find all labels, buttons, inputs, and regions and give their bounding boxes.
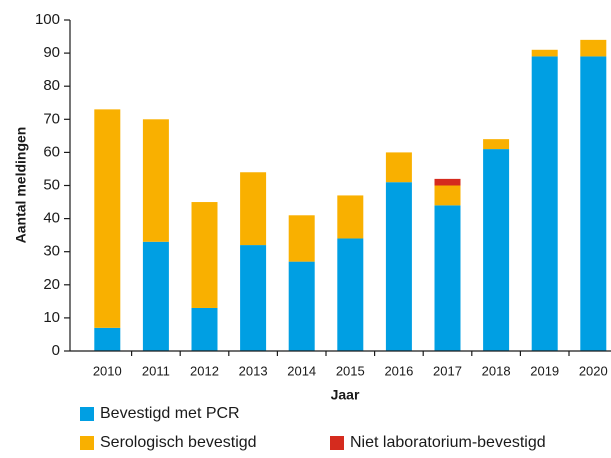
x-tick-label: 2013 <box>239 363 268 378</box>
y-tick-label: 20 <box>43 276 60 293</box>
x-tick-label: 2018 <box>482 363 511 378</box>
y-tick-label: 90 <box>43 44 60 61</box>
legend-swatch <box>80 436 94 450</box>
bar-segment <box>434 185 461 206</box>
bar-segment <box>337 195 364 239</box>
bar-segment <box>580 39 607 57</box>
bar-segment <box>483 139 510 150</box>
x-axis-label: Jaar <box>331 387 360 403</box>
bar-segment <box>580 56 607 351</box>
legend-label: Niet laboratorium-bevestigd <box>350 434 546 451</box>
bar-segment <box>385 152 412 183</box>
bar-segment <box>94 109 121 328</box>
bar-segment <box>434 205 461 351</box>
bar-segment <box>240 245 267 351</box>
bar-segment <box>337 238 364 351</box>
bar-segment <box>531 56 558 351</box>
y-tick-label: 60 <box>43 143 60 160</box>
x-tick-label: 2019 <box>530 363 559 378</box>
bar-segment <box>191 202 218 308</box>
x-tick-label: 2012 <box>190 363 219 378</box>
x-tick-label: 2014 <box>287 363 316 378</box>
bar-segment <box>191 307 218 351</box>
bar-segment <box>385 182 412 351</box>
bar-segment <box>142 119 169 242</box>
y-tick-label: 70 <box>43 110 60 127</box>
bar-segment <box>240 172 267 246</box>
x-tick-label: 2020 <box>579 363 608 378</box>
legend-swatch <box>330 436 344 450</box>
legend-label: Bevestigd met PCR <box>100 405 240 422</box>
y-tick-label: 100 <box>35 11 60 28</box>
legend-label: Serologisch bevestigd <box>100 434 257 451</box>
y-tick-label: 80 <box>43 77 60 94</box>
y-tick-label: 0 <box>52 342 60 359</box>
bar-segment <box>94 327 121 351</box>
bar-segment <box>531 49 558 57</box>
y-tick-label: 40 <box>43 210 60 227</box>
bar-segment <box>142 241 169 351</box>
y-tick-label: 30 <box>43 243 60 260</box>
bar-segment <box>434 178 461 186</box>
x-tick-label: 2015 <box>336 363 365 378</box>
y-tick-label: 50 <box>43 176 60 193</box>
legend-swatch <box>80 407 94 421</box>
bar-segment <box>288 215 315 262</box>
x-tick-label: 2017 <box>433 363 462 378</box>
bar-segment <box>288 261 315 351</box>
y-axis-label: Aantal meldingen <box>13 127 29 244</box>
y-tick-label: 10 <box>43 309 60 326</box>
x-tick-label: 2016 <box>384 363 413 378</box>
bar-segment <box>483 149 510 351</box>
x-tick-label: 2010 <box>93 363 122 378</box>
x-tick-label: 2011 <box>142 363 170 378</box>
